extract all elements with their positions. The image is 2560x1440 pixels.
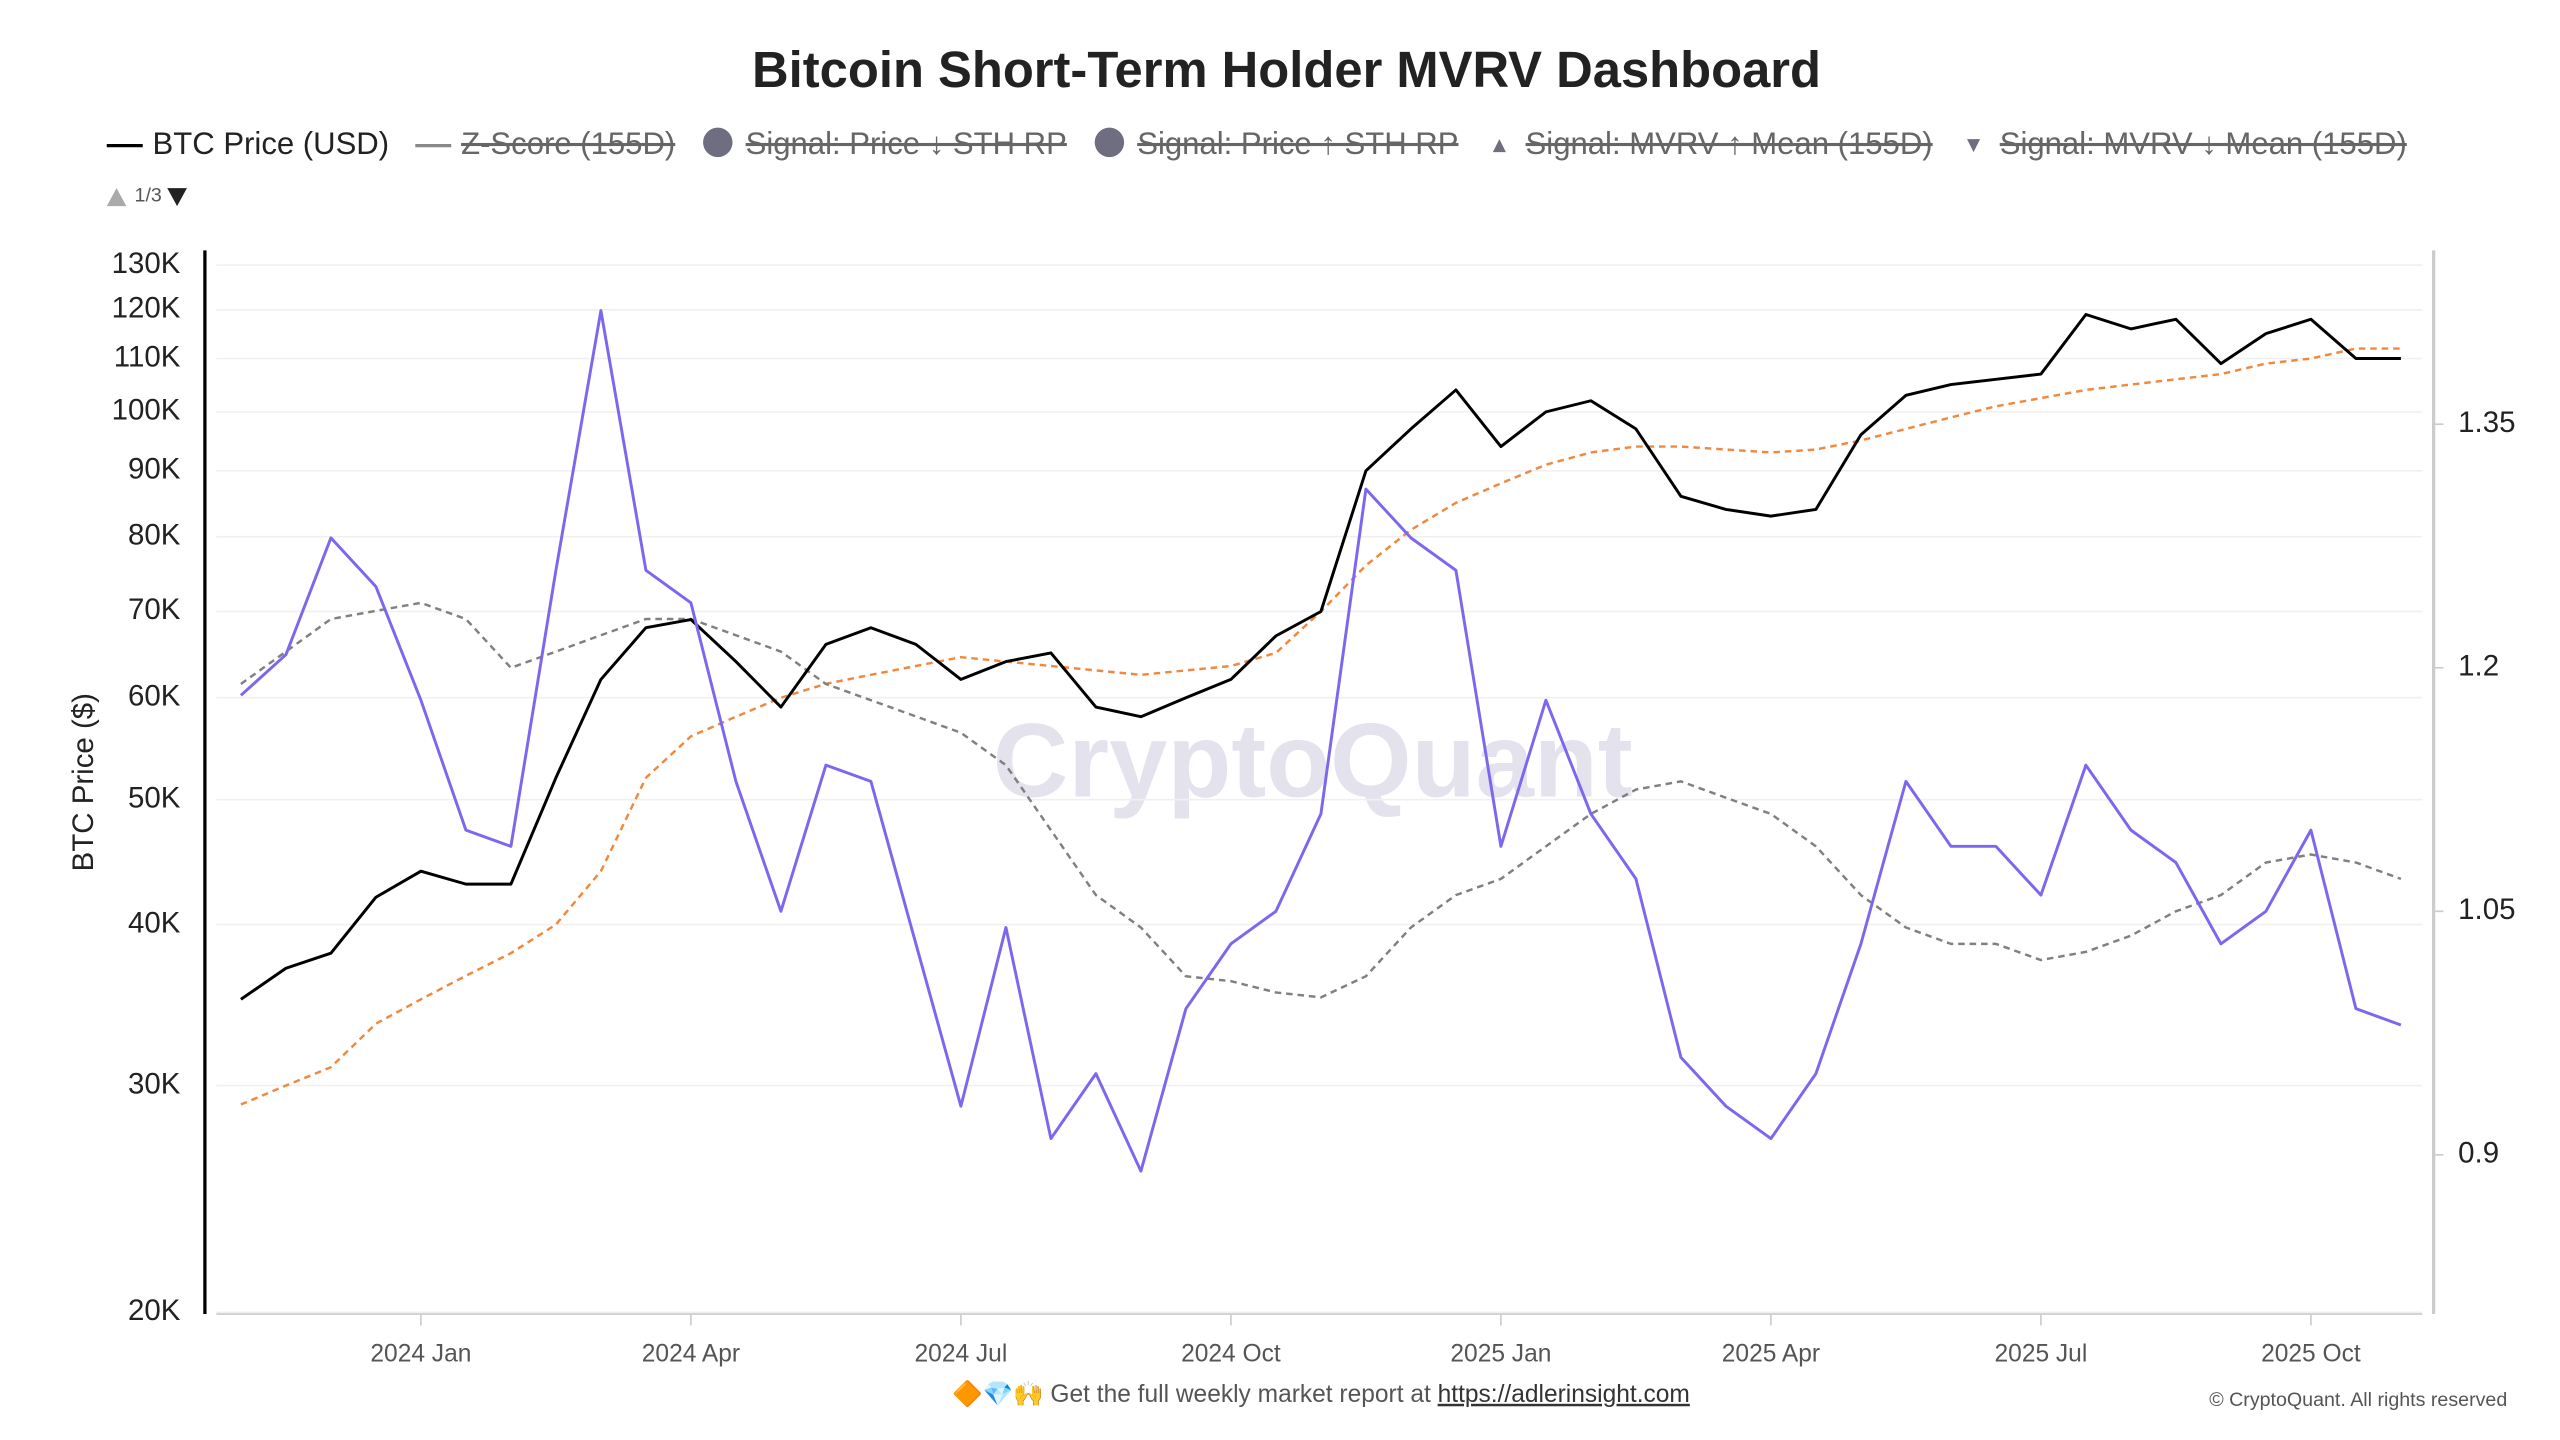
y-tick-label: 50K	[128, 781, 181, 814]
x-tick-label: 2024 Jan	[370, 1340, 471, 1367]
y-tick-label: 120K	[112, 292, 181, 325]
legend-label: Signal: Price ↑ STH RP	[1137, 126, 1458, 161]
series-line	[240, 601, 2402, 999]
x-tick-label: 2025 Jan	[1450, 1340, 1551, 1367]
y-tick-label: 40K	[128, 906, 181, 939]
legend-item[interactable]: Signal: MVRV ↑ Mean (155D)	[1492, 126, 1933, 161]
x-tick-label: 2025 Apr	[1722, 1340, 1820, 1367]
y-tick-label: 100K	[112, 394, 181, 427]
legend-label: Z-Score (155D)	[461, 126, 675, 161]
legend-label: Signal: MVRV ↑ Mean (155D)	[1526, 126, 1933, 161]
y2-tick-label: 1.2	[2458, 650, 2499, 683]
y2-tick-label: 0.9	[2458, 1137, 2499, 1170]
y-tick-label: 30K	[128, 1067, 181, 1100]
y-axis-label: BTC Price ($)	[67, 693, 100, 871]
legend-label: Signal: Price ↓ STH RP	[746, 126, 1067, 161]
footer-text: 🔶💎🙌 Get the full weekly market report at	[952, 1379, 1438, 1408]
footer: 🔶💎🙌 Get the full weekly market report at…	[952, 1379, 1690, 1408]
x-tick-label: 2025 Oct	[2261, 1340, 2361, 1367]
y-tick-label: 60K	[128, 679, 181, 712]
x-tick-label: 2024 Apr	[642, 1340, 740, 1367]
x-tick-label: 2024 Jul	[915, 1340, 1008, 1367]
legend-prev[interactable]	[106, 188, 127, 207]
legend-swatch	[1094, 127, 1125, 158]
legend-swatch	[1492, 139, 1506, 153]
y-tick-label: 110K	[114, 340, 181, 373]
legend-page: 1/3	[135, 185, 162, 207]
legend-item[interactable]: Signal: Price ↓ STH RP	[703, 126, 1067, 161]
y-tick-label: 90K	[128, 453, 181, 486]
y-tick-label: 130K	[112, 247, 181, 280]
legend-swatch	[703, 127, 733, 158]
series-line	[240, 313, 2401, 1001]
legend-item[interactable]: BTC Price (USD)	[106, 126, 390, 161]
legend-item[interactable]: Signal: MVRV ↓ Mean (155D)	[1967, 126, 2407, 161]
y-tick-label: 80K	[128, 519, 181, 552]
legend-item[interactable]: Signal: Price ↑ STH RP	[1094, 126, 1459, 161]
legend-item[interactable]: Z-Score (155D)	[415, 126, 675, 161]
y-tick-label: 20K	[128, 1294, 181, 1327]
x-tick-label: 2024 Oct	[1181, 1340, 1281, 1367]
watermark: CryptoQuant	[993, 703, 1633, 820]
footer-link[interactable]: https://adlerinsight.com	[1438, 1381, 1690, 1408]
legend-swatch	[1967, 139, 1981, 153]
y2-tick-label: 1.35	[2458, 406, 2515, 439]
x-tick-label: 2025 Jul	[1995, 1340, 2088, 1367]
legend-label: Signal: MVRV ↓ Mean (155D)	[2000, 126, 2407, 161]
y-tick-label: 70K	[128, 593, 181, 626]
copyright: © CryptoQuant. All rights reserved	[2209, 1389, 2507, 1411]
y2-tick-label: 1.05	[2458, 893, 2515, 926]
series-line	[239, 309, 2402, 1173]
chart-title: Bitcoin Short-Term Holder MVRV Dashboard	[752, 41, 1821, 98]
legend-next[interactable]	[167, 188, 187, 207]
legend-label: BTC Price (USD)	[153, 126, 390, 161]
